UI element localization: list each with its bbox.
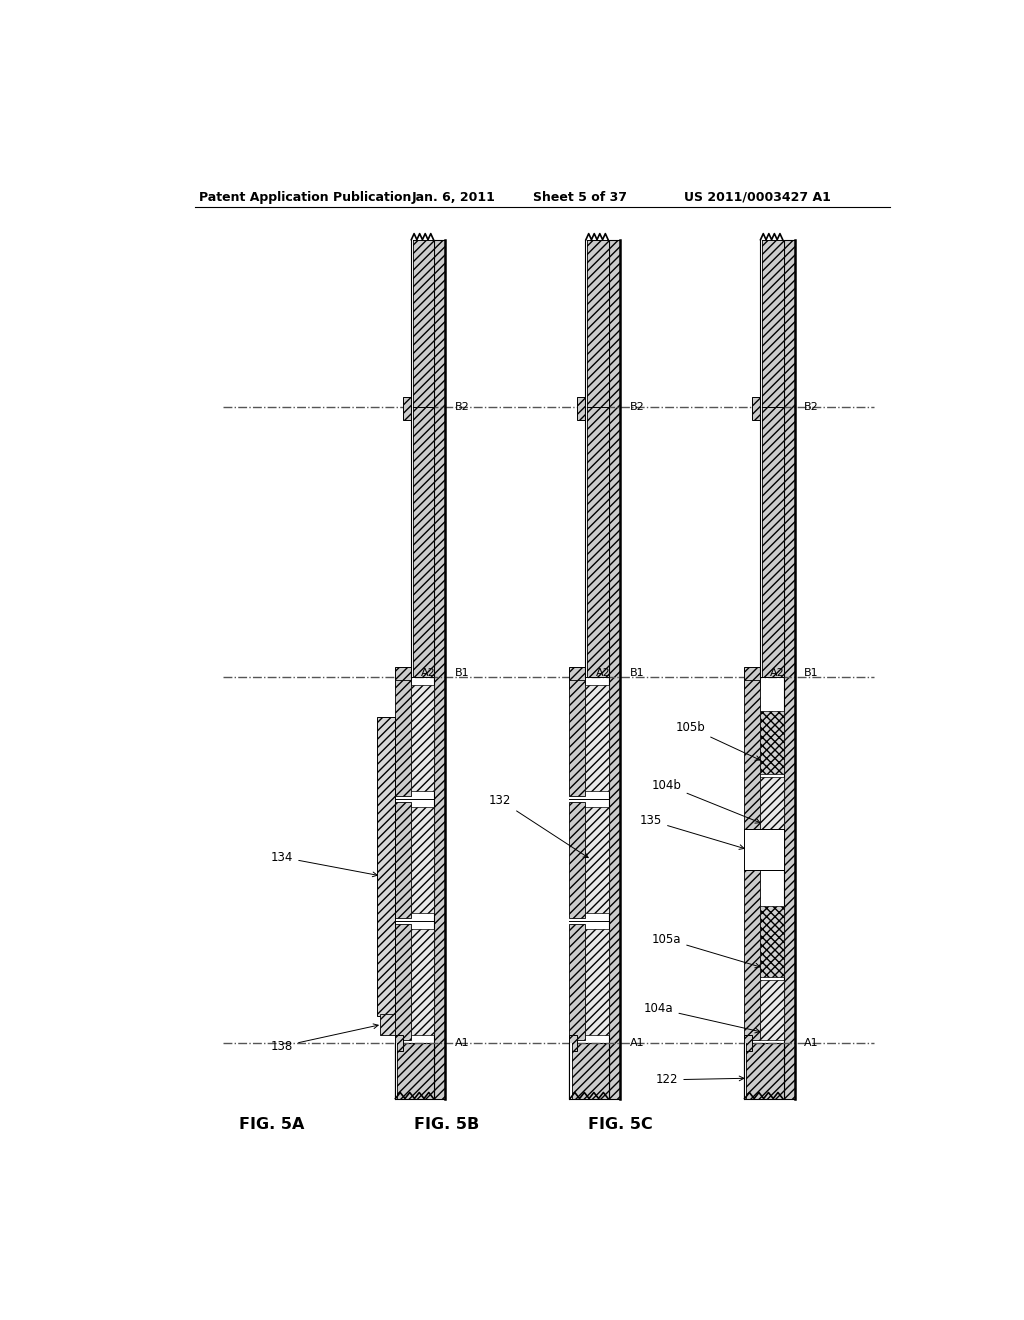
Bar (394, 667, 411, 689)
Bar (411, 240, 413, 408)
Bar (585, 408, 609, 677)
Bar (394, 1043, 434, 1098)
Text: A2: A2 (421, 668, 436, 677)
Text: B1: B1 (630, 668, 644, 677)
Bar (411, 408, 413, 677)
Bar (569, 1035, 578, 1051)
Bar (760, 408, 783, 677)
Bar (752, 397, 760, 420)
Bar (569, 801, 585, 917)
Bar (569, 1043, 609, 1098)
Bar (578, 397, 585, 420)
Text: Sheet 5 of 37: Sheet 5 of 37 (532, 191, 627, 203)
Bar (569, 680, 585, 796)
Bar (743, 870, 760, 1040)
Text: Patent Application Publication: Patent Application Publication (200, 191, 412, 203)
Text: 122: 122 (655, 1073, 744, 1086)
Text: B1: B1 (804, 668, 819, 677)
Bar (569, 1043, 571, 1098)
Bar (609, 240, 621, 1098)
Text: A1: A1 (804, 1038, 819, 1048)
Bar (760, 981, 783, 1040)
Bar (394, 1043, 397, 1098)
Text: 104a: 104a (644, 1002, 760, 1034)
Bar (760, 906, 783, 977)
Text: 134: 134 (270, 850, 378, 876)
Bar (411, 408, 434, 677)
Bar (411, 929, 434, 1035)
Bar (380, 1014, 394, 1035)
Bar (569, 924, 585, 1040)
Bar (411, 240, 434, 408)
Bar (743, 1043, 783, 1098)
Bar (377, 718, 394, 1016)
Text: B2: B2 (804, 403, 819, 412)
Text: FIG. 5C: FIG. 5C (588, 1117, 653, 1131)
Text: B2: B2 (630, 403, 644, 412)
Bar (760, 240, 783, 408)
Bar (569, 667, 585, 689)
Text: A2: A2 (596, 668, 610, 677)
Text: Jan. 6, 2011: Jan. 6, 2011 (412, 191, 496, 203)
Bar (585, 685, 609, 791)
Text: US 2011/0003427 A1: US 2011/0003427 A1 (684, 191, 830, 203)
Bar (743, 1043, 746, 1098)
Text: FIG. 5A: FIG. 5A (239, 1117, 304, 1131)
Bar (585, 240, 588, 408)
Text: B1: B1 (455, 668, 470, 677)
Text: 104b: 104b (652, 779, 760, 824)
Bar (394, 680, 411, 796)
Text: 132: 132 (489, 793, 588, 858)
Bar (743, 667, 760, 689)
Bar (760, 408, 762, 677)
Bar (743, 680, 760, 829)
Bar (585, 240, 609, 408)
Bar (585, 408, 588, 677)
Bar (402, 397, 411, 420)
Text: A1: A1 (630, 1038, 644, 1048)
Bar (585, 807, 609, 912)
Text: B2: B2 (455, 403, 470, 412)
Text: 105a: 105a (652, 933, 760, 968)
Bar (743, 1035, 752, 1051)
Text: A2: A2 (770, 668, 785, 677)
Text: A1: A1 (455, 1038, 470, 1048)
Text: 105b: 105b (676, 721, 760, 760)
Bar (394, 1035, 402, 1051)
Bar (394, 924, 411, 1040)
Bar (760, 711, 783, 774)
Bar (743, 829, 783, 870)
Text: 138: 138 (270, 1024, 378, 1053)
Bar (760, 240, 762, 408)
Bar (434, 240, 445, 1098)
Text: FIG. 5B: FIG. 5B (414, 1117, 479, 1131)
Text: 135: 135 (640, 814, 744, 849)
Bar (394, 801, 411, 917)
Bar (783, 240, 795, 1098)
Bar (411, 807, 434, 912)
Bar (760, 777, 783, 829)
Bar (585, 929, 609, 1035)
Bar (411, 685, 434, 791)
